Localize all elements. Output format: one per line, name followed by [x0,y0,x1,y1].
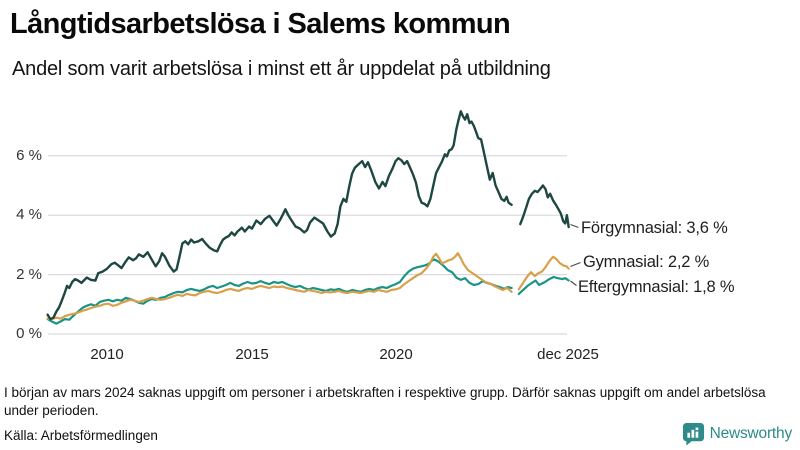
series-line-eftergymnasial [46,258,513,325]
page-title: Långtidsarbetslösa i Salems kommun [10,8,511,40]
y-axis-tick-4: 4 % [16,206,42,223]
label-leader-line [570,223,579,229]
chart-footnote: I början av mars 2024 saknas uppgift om … [4,385,766,418]
y-axis-tick-0: 0 % [16,325,42,342]
x-axis-tick-2020: 2020 [379,346,413,363]
y-axis-tick-6: 6 % [16,147,42,164]
newsworthy-logo-icon [682,422,705,446]
series-label-forgymnasial: Förgymnasial: 3,6 % [581,219,728,237]
chart-subtitle: Andel som varit arbetslösa i minst ett å… [12,58,551,80]
source-attribution: Källa: Arbetsförmedlingen [4,428,158,443]
series-label-eftergymnasial: Eftergymnasial: 1,8 % [578,278,735,296]
series-line-förgymnasial [519,184,570,229]
label-leader-line [570,280,577,286]
label-leader-line [570,261,581,268]
x-axis-tick-dec-2025: dec 2025 [537,346,599,363]
newsworthy-brand: Newsworthy [682,422,792,446]
series-line-eftergymnasial [517,275,570,295]
series-label-gymnasial: Gymnasial: 2,2 % [583,253,710,271]
x-axis-tick-2010: 2010 [90,346,124,363]
x-axis-tick-2015: 2015 [235,346,269,363]
series-line-gymnasial [517,255,570,291]
y-axis-tick-2: 2 % [16,265,42,283]
series-line-förgymnasial [46,110,513,321]
newsworthy-wordmark: Newsworthy [709,425,793,442]
series-line-gymnasial [46,252,513,321]
